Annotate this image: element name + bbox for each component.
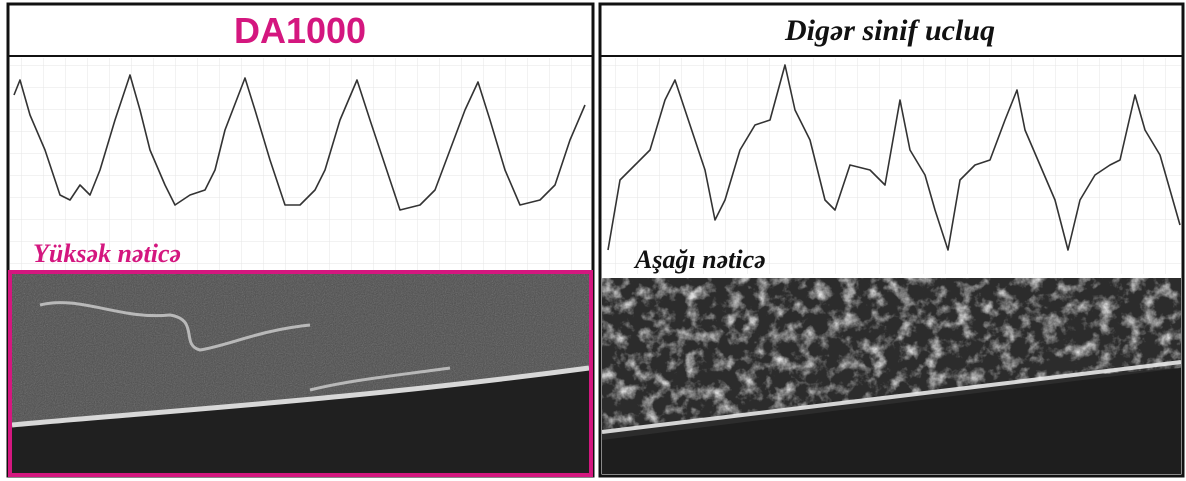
wear-trace [39,301,451,392]
panel-title: DA1000 [234,10,366,51]
micrograph-substrate [602,368,1181,474]
panel-title: Digər sinif ucluq [784,14,995,47]
waveform [13,74,586,211]
highlight-frame [8,270,593,477]
waveform [607,64,1181,251]
micrograph [601,278,1182,474]
coating-edge [601,360,1182,434]
left-panel: DA1000 Yüksək nəticə [6,2,595,478]
micrograph-texture [602,278,1181,430]
result-label: Aşağı nəticə [633,245,766,274]
coating-edge [11,365,590,428]
chart-grid [602,58,1181,274]
right-panel: Digər sinif ucluq Aşağı nəticə [598,2,1185,478]
micrograph-substrate [12,368,589,473]
micrograph [11,274,590,473]
result-label: Yüksək nəticə [33,239,181,268]
chart-grid [10,58,591,270]
